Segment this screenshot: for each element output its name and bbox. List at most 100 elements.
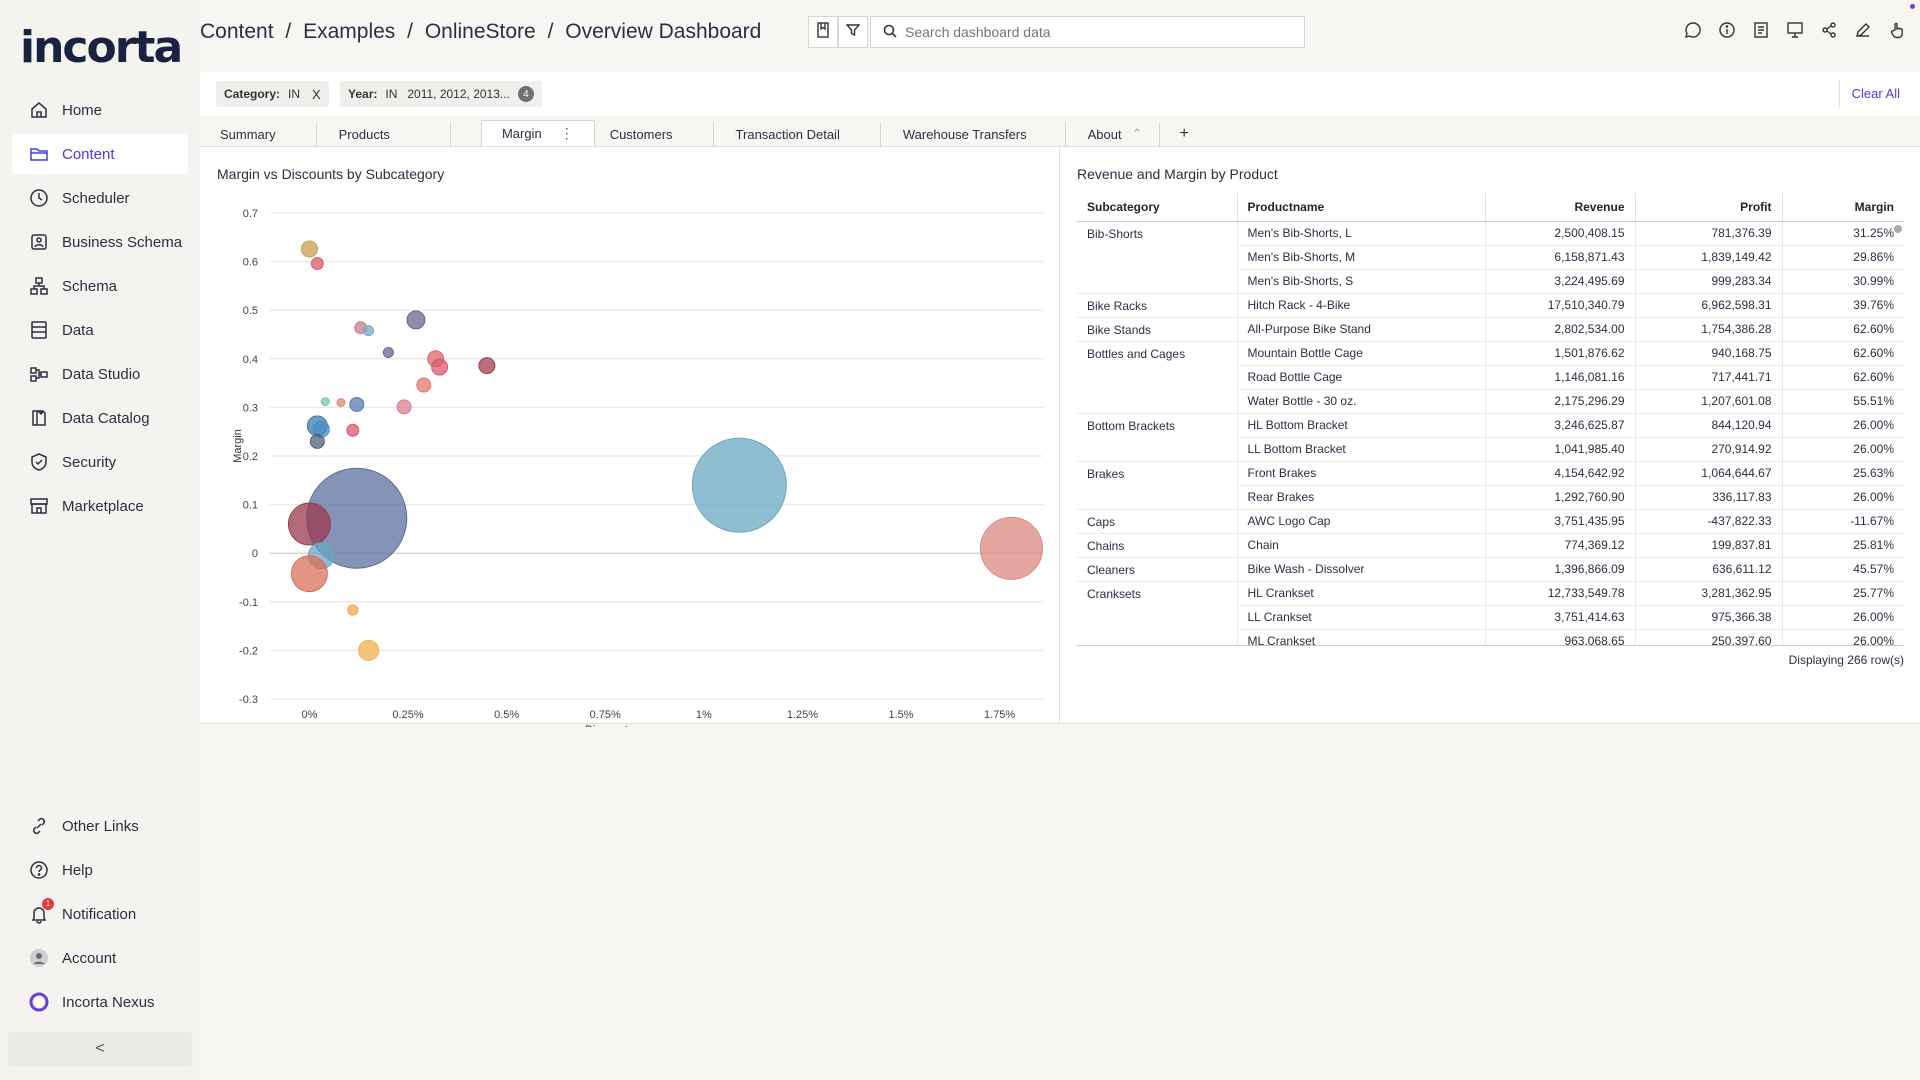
table-cell-subcategory (1077, 605, 1238, 629)
present-button[interactable] (1778, 20, 1812, 44)
column-header-profit[interactable]: Profit (1635, 193, 1783, 222)
scatter-chart[interactable]: 0.7 0.6 0.5 0.4 0.3 0.2 0.1 0 -0.1 -0.2 -0.3 0% 0.25… (200, 187, 1058, 727)
edit-button[interactable] (1846, 20, 1880, 44)
share-button[interactable] (1812, 20, 1846, 44)
scatter-point[interactable] (406, 310, 426, 330)
scatter-point[interactable] (346, 423, 360, 437)
sidebar-item-label: Notification (62, 905, 137, 923)
scatter-point[interactable] (358, 639, 380, 661)
more-button[interactable] (1880, 20, 1914, 44)
sidebar-item-security[interactable]: Security (12, 442, 188, 482)
scatter-point[interactable] (349, 396, 365, 412)
table-row[interactable]: Water Bottle - 30 oz. 2,175,296.29 1,207,6… (1077, 389, 1904, 414)
table-cell-profit: 975,366.38 (1635, 605, 1783, 630)
scatter-point[interactable] (416, 377, 432, 393)
scatter-point[interactable] (320, 397, 330, 407)
bookmark-button[interactable] (808, 16, 838, 48)
breadcrumb-examples[interactable]: Examples (303, 20, 396, 43)
revenue-margin-table[interactable]: Subcategory Productname Revenue Profit M… (1077, 193, 1904, 646)
table-row[interactable]: ML Crankset 963,068.65 250,397.60 26.00% (1077, 629, 1904, 645)
tab-summary[interactable]: Summary (200, 122, 317, 146)
report-button[interactable] (1744, 20, 1778, 44)
scrollbar-thumb[interactable] (1894, 225, 1902, 233)
close-icon[interactable]: X (312, 86, 321, 102)
column-header-revenue[interactable]: Revenue (1485, 193, 1636, 222)
scatter-point[interactable] (382, 346, 394, 358)
table-row[interactable]: Men's Bib-Shorts, M 6,158,871.43 1,839,149… (1077, 245, 1904, 270)
info-button[interactable] (1710, 20, 1744, 44)
tab-warehouse-transfers[interactable]: Warehouse Transfers (881, 122, 1066, 146)
scatter-point[interactable] (300, 240, 318, 258)
table-row[interactable]: Road Bottle Cage 1,146,081.16 717,441.71 62… (1077, 365, 1904, 390)
scatter-point[interactable] (336, 398, 346, 408)
sidebar-item-business-schema[interactable]: Business Schema (12, 222, 188, 262)
table-row[interactable]: LL Bottom Bracket 1,041,985.40 270,914.92 2… (1077, 437, 1904, 462)
kebab-menu-icon[interactable]: ⋮ (559, 125, 574, 141)
scatter-point[interactable] (396, 399, 412, 415)
sidebar-item-scheduler[interactable]: Scheduler (12, 178, 188, 218)
sidebar-item-data-studio[interactable]: Data Studio (12, 354, 188, 394)
sidebar-item-schema[interactable]: Schema (12, 266, 188, 306)
scatter-point[interactable] (478, 357, 496, 375)
sidebar-item-data-catalog[interactable]: Data Catalog (12, 398, 188, 438)
table-row[interactable]: Bottom Brackets HL Bottom Bracket 3,246,62… (1077, 413, 1904, 438)
table-cell-revenue: 1,041,985.40 (1485, 437, 1636, 462)
scatter-point[interactable] (309, 433, 325, 449)
sidebar-item-help[interactable]: Help (12, 850, 188, 890)
comments-button[interactable] (1676, 20, 1710, 44)
collapse-sidebar-button[interactable]: < (8, 1032, 192, 1066)
tab-transaction-detail[interactable]: Transaction Detail (714, 122, 881, 146)
add-tab-button[interactable]: + (1179, 125, 1189, 142)
column-header-subcategory[interactable]: Subcategory (1077, 193, 1238, 222)
table-row[interactable]: Men's Bib-Shorts, S 3,224,495.69 999,283.3… (1077, 269, 1904, 294)
sidebar-item-marketplace[interactable]: Marketplace (12, 486, 188, 526)
chart-title: Margin vs Discounts by Subcategory (217, 166, 445, 182)
breadcrumb-content[interactable]: Content (200, 20, 274, 43)
sidebar-item-other-links[interactable]: Other Links (12, 806, 188, 846)
sidebar-item-incorta-nexus[interactable]: Incorta Nexus (12, 982, 188, 1022)
search-input[interactable] (905, 24, 1285, 40)
tab-about[interactable]: About ⌃ (1066, 122, 1160, 146)
filter-label: Year: (348, 87, 378, 101)
tab-products[interactable]: Products (317, 122, 451, 146)
scatter-point[interactable] (290, 555, 328, 593)
y-tick-label: 0.6 (243, 257, 258, 269)
table-row[interactable]: LL Crankset 3,751,414.63 975,366.38 26.00% (1077, 605, 1904, 630)
table-row[interactable]: Brakes Front Brakes 4,154,642.92 1,064,644.… (1077, 461, 1904, 486)
scatter-point[interactable] (363, 325, 375, 337)
table-row[interactable]: Bib-Shorts Men's Bib-Shorts, L 2,500,408.1… (1077, 221, 1904, 246)
table-cell-margin: 29.86% (1782, 245, 1904, 270)
tab-customers[interactable]: Customers (595, 122, 714, 146)
search-box[interactable] (870, 16, 1305, 48)
scatter-point[interactable] (310, 257, 324, 271)
clear-all-button[interactable]: Clear All (1851, 86, 1900, 101)
y-tick-label: 0.2 (243, 451, 258, 463)
table-row[interactable]: Bike Stands All-Purpose Bike Stand 2,802,5… (1077, 317, 1904, 342)
table-row[interactable]: Caps AWC Logo Cap 3,751,435.95 -437,822.33-… (1077, 509, 1904, 534)
table-row[interactable]: Cranksets HL Crankset 12,733,549.78 3,281,3… (1077, 581, 1904, 606)
filter-chip-year[interactable]: Year: IN 2011, 2012, 2013... 4 (340, 81, 542, 107)
sidebar-item-notification[interactable]: 1 Notification (12, 894, 188, 934)
chevron-up-icon[interactable]: ⌃ (1131, 126, 1143, 141)
sidebar-item-home[interactable]: Home (12, 90, 188, 130)
tab-margin[interactable]: Margin ⋮ (480, 120, 595, 146)
sidebar-item-account[interactable]: Account (12, 938, 188, 978)
column-header-margin[interactable]: Margin (1782, 193, 1904, 222)
scatter-point[interactable] (347, 604, 359, 616)
scatter-point[interactable] (691, 437, 787, 533)
filter-chip-category[interactable]: Category: IN X (216, 81, 329, 107)
table-row[interactable]: Bottles and Cages Mountain Bottle Cage 1,5… (1077, 341, 1904, 366)
scatter-point[interactable] (979, 516, 1043, 580)
scatter-point[interactable] (431, 358, 449, 376)
sidebar-item-data[interactable]: Data (12, 310, 188, 350)
breadcrumb-onlinestore[interactable]: OnlineStore (424, 20, 536, 43)
sidebar-item-content[interactable]: Content (12, 134, 188, 174)
column-header-productname[interactable]: Productname (1237, 193, 1486, 222)
table-row[interactable]: Rear Brakes 1,292,760.90 336,117.83 26.00% (1077, 485, 1904, 510)
table-row[interactable]: Bike Racks Hitch Rack - 4-Bike 17,510,340.… (1077, 293, 1904, 318)
scatter-point[interactable] (287, 502, 331, 546)
table-row[interactable]: Chains Chain 774,369.12 199,837.81 25.81% (1077, 533, 1904, 558)
table-row[interactable]: Cleaners Bike Wash - Dissolver 1,396,866.0… (1077, 557, 1904, 582)
filter-button[interactable] (838, 16, 868, 48)
incorta-logo[interactable]: incorta (20, 22, 183, 73)
